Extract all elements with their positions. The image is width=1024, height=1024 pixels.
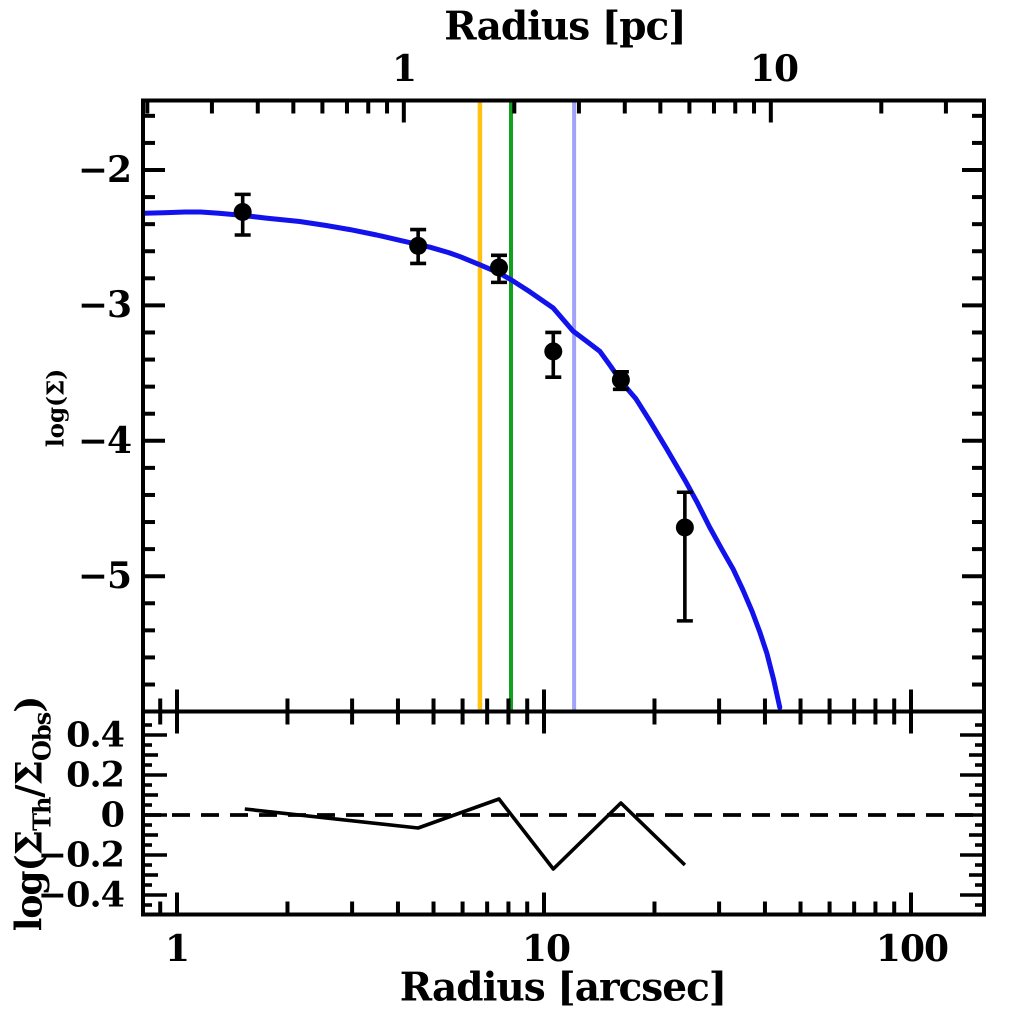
bottom-ylabel-suffix: ) [8,696,51,713]
bottom-ylabel-sub-obs: Obs [27,712,57,761]
bottom-ylabel-sub-th: Th [27,797,57,831]
top-axis-title: Radius [pc] [444,3,686,50]
data-point [675,490,694,623]
data-point [409,227,428,266]
ytick-label-neg3: −3 [77,284,132,326]
model-curve [143,209,783,710]
res-ytick-label-n04: −0.4 [37,874,125,916]
panel-frames [141,98,986,917]
data-point [611,369,630,392]
bottom-ylabel-mid: /Σ [8,760,51,798]
ytick-label-neg2: −2 [77,149,132,191]
ytick-label-neg4: −4 [77,420,132,462]
ytick-label-neg5: −5 [77,555,132,597]
residual-line [244,797,687,871]
data-point [233,192,252,237]
res-ytick-label-p02: 0.2 [66,754,125,796]
data-point [489,253,508,285]
axis-ticks [143,100,984,915]
top-axis-tick-label-1pc: 1 [391,48,417,90]
top-panel-ylabel: log(Σ) [42,368,70,448]
top-axis-tick-label-10pc: 10 [749,48,799,90]
xtick-label-10: 10 [521,928,571,970]
data-point [544,330,563,379]
res-ytick-label-n02: −0.2 [37,834,125,876]
observed-data-points [233,192,694,623]
xtick-label-1: 1 [164,928,190,970]
bottom-axis-title: Radius [arcsec] [399,964,728,1011]
res-ytick-label-0: 0 [100,794,125,836]
res-ytick-label-p04: 0.4 [66,714,125,756]
xtick-label-100: 100 [875,928,949,970]
